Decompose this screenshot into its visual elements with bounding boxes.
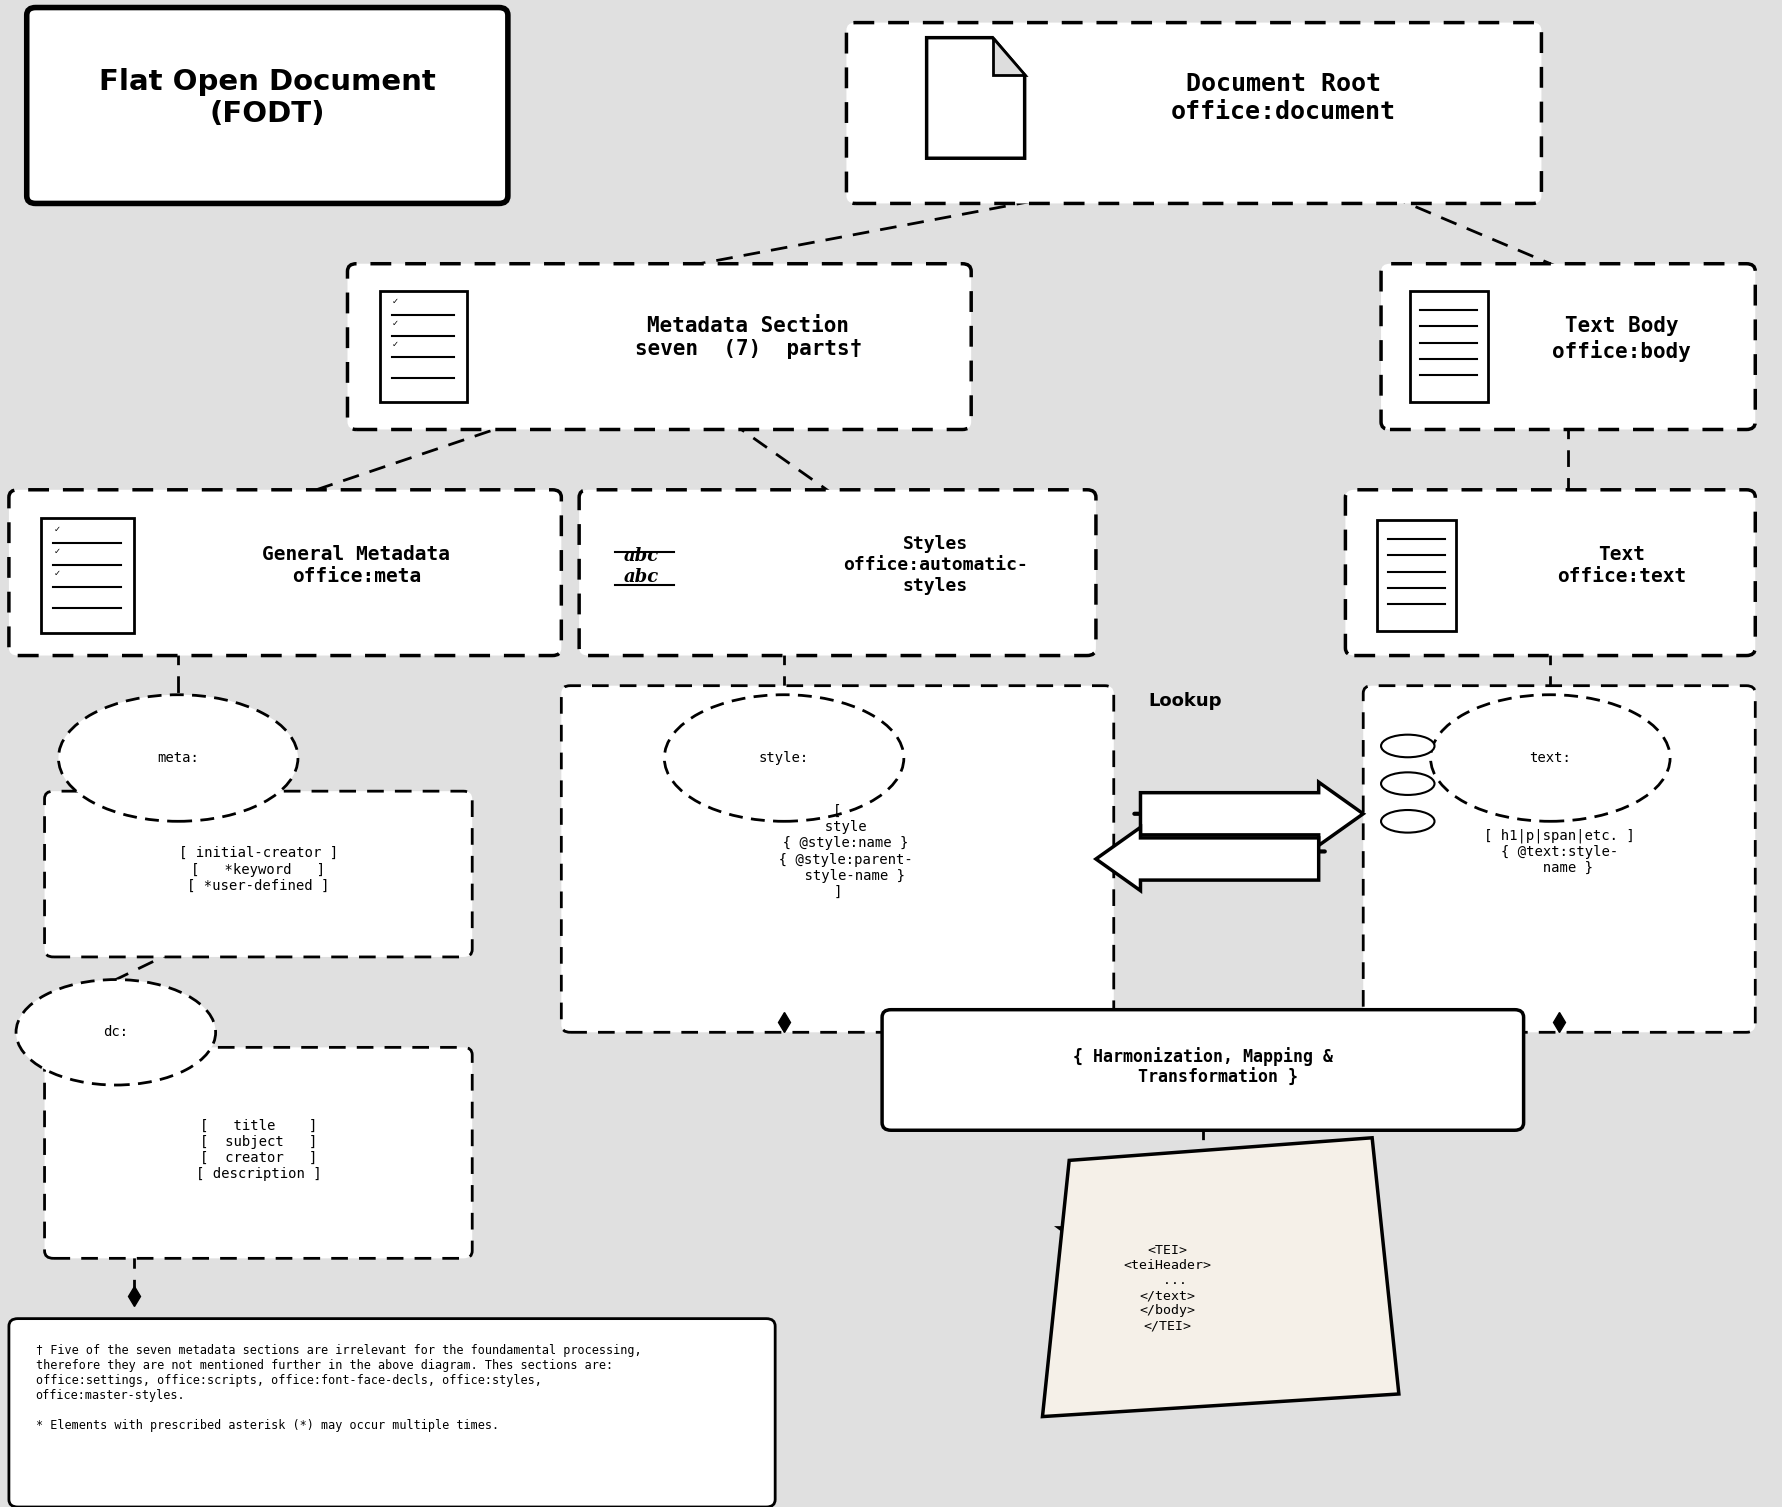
Text: Styles
office:automatic-
styles: Styles office:automatic- styles — [843, 535, 1028, 595]
Polygon shape — [1042, 1138, 1399, 1417]
Polygon shape — [927, 38, 1025, 158]
Text: [   title    ]
[  subject   ]
[  creator   ]
[ description ]: [ title ] [ subject ] [ creator ] [ desc… — [196, 1118, 321, 1181]
Ellipse shape — [1431, 695, 1670, 821]
FancyArrowPatch shape — [1135, 803, 1320, 824]
Text: ✓: ✓ — [392, 318, 399, 327]
Text: abc
abc: abc abc — [624, 547, 659, 586]
Text: Flat Open Document
(FODT): Flat Open Document (FODT) — [100, 68, 435, 128]
FancyArrow shape — [1140, 782, 1363, 845]
Ellipse shape — [1381, 772, 1435, 796]
Text: <TEI>
<teiHeader>
  ...
</text>
</body>
</TEI>: <TEI> <teiHeader> ... </text> </body> </… — [1123, 1245, 1212, 1332]
FancyBboxPatch shape — [846, 23, 1541, 203]
Text: meta:: meta: — [157, 750, 200, 766]
FancyBboxPatch shape — [1363, 686, 1755, 1032]
Text: ✓: ✓ — [53, 526, 61, 535]
Text: ✓: ✓ — [392, 297, 399, 306]
Text: ✓: ✓ — [53, 568, 61, 577]
FancyBboxPatch shape — [45, 1047, 472, 1258]
Text: style:: style: — [759, 750, 809, 766]
FancyBboxPatch shape — [1345, 490, 1755, 656]
Text: Text Body
office:body: Text Body office:body — [1552, 316, 1691, 362]
FancyBboxPatch shape — [347, 264, 971, 429]
Text: dc:: dc: — [103, 1025, 128, 1040]
Polygon shape — [1060, 1228, 1345, 1334]
FancyBboxPatch shape — [9, 1319, 775, 1507]
Text: [
  style
  { @style:name }
  { @style:parent-
    style-name }
]: [ style { @style:name } { @style:parent-… — [763, 803, 912, 900]
FancyBboxPatch shape — [1410, 291, 1488, 402]
FancyBboxPatch shape — [1377, 520, 1456, 631]
Text: † Five of the seven metadata sections are irrelevant for the foundamental proces: † Five of the seven metadata sections ar… — [36, 1344, 642, 1432]
Text: ✓: ✓ — [53, 547, 61, 556]
FancyBboxPatch shape — [41, 518, 134, 633]
FancyBboxPatch shape — [579, 490, 1096, 656]
Text: Lookup: Lookup — [1148, 692, 1222, 710]
Ellipse shape — [665, 695, 903, 821]
FancyBboxPatch shape — [561, 686, 1114, 1032]
Text: { Harmonization, Mapping &
   Transformation }: { Harmonization, Mapping & Transformatio… — [1073, 1047, 1333, 1087]
FancyBboxPatch shape — [27, 8, 508, 203]
Polygon shape — [993, 38, 1025, 75]
Ellipse shape — [59, 695, 298, 821]
FancyBboxPatch shape — [1381, 264, 1755, 429]
FancyBboxPatch shape — [45, 791, 472, 957]
Ellipse shape — [1381, 735, 1435, 757]
Text: General Metadata
office:meta: General Metadata office:meta — [262, 544, 451, 586]
Text: Metadata Section
seven  (7)  parts†: Metadata Section seven (7) parts† — [634, 316, 862, 359]
Text: text:: text: — [1529, 750, 1572, 766]
Text: [ h1|p|span|etc. ]
{ @text:style-
  name }: [ h1|p|span|etc. ] { @text:style- name } — [1484, 827, 1634, 876]
Text: Text
office:text: Text office:text — [1557, 544, 1686, 586]
FancyBboxPatch shape — [380, 291, 467, 402]
FancyArrow shape — [1096, 827, 1319, 891]
FancyBboxPatch shape — [9, 490, 561, 656]
Ellipse shape — [16, 980, 216, 1085]
FancyBboxPatch shape — [882, 1010, 1524, 1130]
FancyArrowPatch shape — [1139, 841, 1324, 862]
Text: [ initial-creator ]
[   *keyword   ]
[ *user-defined ]: [ initial-creator ] [ *keyword ] [ *user… — [178, 847, 339, 892]
Text: ✓: ✓ — [392, 339, 399, 348]
Text: Document Root
office:document: Document Root office:document — [1171, 72, 1395, 124]
Ellipse shape — [1381, 809, 1435, 832]
